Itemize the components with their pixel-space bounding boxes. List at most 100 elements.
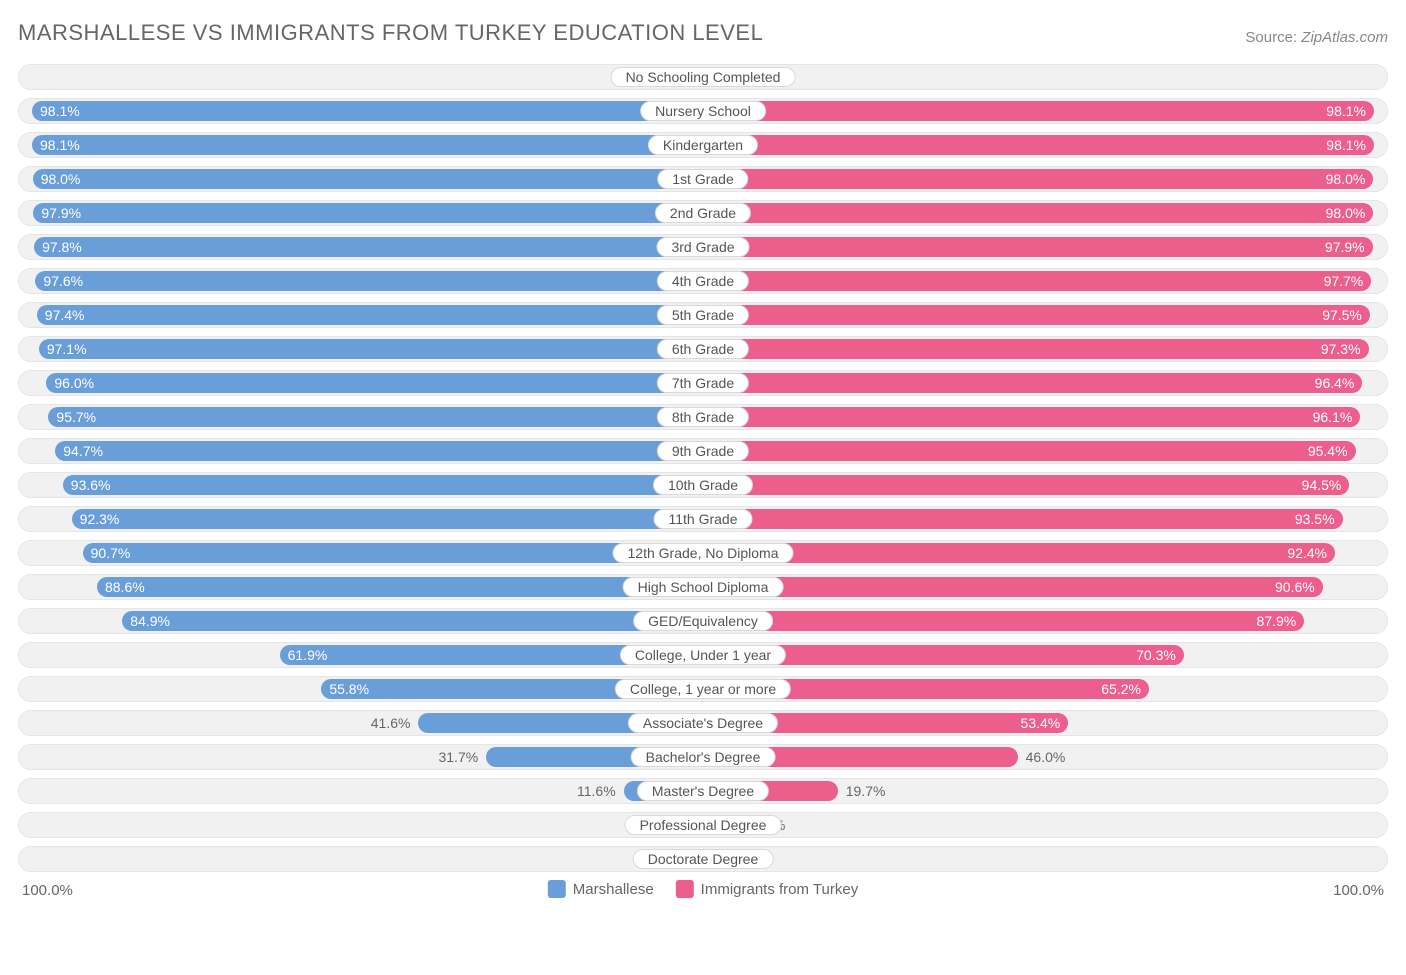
legend-label-left: Marshallese (573, 881, 654, 898)
bar-left (122, 611, 703, 631)
bar-left (63, 475, 703, 495)
category-label: Kindergarten (648, 135, 758, 155)
chart-row: 98.1%98.1%Kindergarten (18, 132, 1388, 158)
axis-max-right: 100.0% (1333, 882, 1384, 899)
category-label: College, Under 1 year (620, 645, 786, 665)
chart-row: 84.9%87.9%GED/Equivalency (18, 608, 1388, 634)
value-left: 97.8% (42, 239, 82, 255)
value-right: 19.7% (846, 783, 886, 799)
chart-row: 97.6%97.7%4th Grade (18, 268, 1388, 294)
axis-max-left: 100.0% (22, 882, 73, 899)
value-left: 95.7% (56, 409, 96, 425)
bar-left (72, 509, 703, 529)
bar-right (703, 135, 1374, 155)
legend-label-right: Immigrants from Turkey (701, 881, 859, 898)
category-label: Doctorate Degree (633, 849, 774, 869)
legend-swatch-right (676, 880, 694, 898)
bar-right (703, 475, 1349, 495)
category-label: 10th Grade (653, 475, 753, 495)
category-label: Nursery School (640, 101, 766, 121)
chart-row: 41.6%53.4%Associate's Degree (18, 710, 1388, 736)
source-label: Source: (1245, 29, 1297, 46)
value-left: 96.0% (54, 375, 94, 391)
category-label: 9th Grade (657, 441, 749, 461)
value-right: 70.3% (1136, 647, 1176, 663)
bar-right (703, 407, 1360, 427)
bar-right (703, 577, 1323, 597)
category-label: College, 1 year or more (615, 679, 791, 699)
value-right: 98.1% (1326, 137, 1366, 153)
legend-item-left: Marshallese (548, 880, 654, 898)
bar-right (703, 441, 1356, 461)
value-left: 94.7% (63, 443, 103, 459)
value-left: 97.6% (43, 273, 83, 289)
bar-left (83, 543, 703, 563)
chart-row: 96.0%96.4%7th Grade (18, 370, 1388, 396)
value-left: 97.1% (47, 341, 87, 357)
value-left: 55.8% (329, 681, 369, 697)
bar-left (34, 237, 703, 257)
chart-row: 98.1%98.1%Nursery School (18, 98, 1388, 124)
value-right: 96.4% (1315, 375, 1355, 391)
bar-left (33, 169, 703, 189)
value-left: 84.9% (130, 613, 170, 629)
value-right: 46.0% (1026, 749, 1066, 765)
value-right: 97.9% (1325, 239, 1365, 255)
bar-right (703, 169, 1373, 189)
category-label: No Schooling Completed (611, 67, 796, 87)
chart-row: 93.6%94.5%10th Grade (18, 472, 1388, 498)
value-left: 88.6% (105, 579, 145, 595)
category-label: 11th Grade (653, 509, 752, 529)
value-right: 98.0% (1326, 205, 1366, 221)
value-right: 97.7% (1324, 273, 1364, 289)
bar-right (703, 611, 1304, 631)
category-label: 1st Grade (657, 169, 748, 189)
chart-row: 92.3% 93.5% 11th Grade (18, 506, 1388, 532)
legend-swatch-left (548, 880, 566, 898)
value-left: 92.3% (80, 511, 120, 527)
value-left: 90.7% (91, 545, 131, 561)
chart-row: 2.0%1.9%No Schooling Completed (18, 64, 1388, 90)
value-left: 11.6% (577, 783, 616, 799)
category-label: Master's Degree (637, 781, 769, 801)
value-left: 98.0% (41, 171, 81, 187)
chart-row: 95.7%96.1%8th Grade (18, 404, 1388, 430)
source-attribution: Source: ZipAtlas.com (1245, 29, 1388, 46)
bar-right (703, 271, 1371, 291)
value-left: 97.4% (45, 307, 85, 323)
value-right: 97.3% (1321, 341, 1361, 357)
value-right: 65.2% (1101, 681, 1141, 697)
bar-left (97, 577, 703, 597)
chart-row: 55.8% 65.2% College, 1 year or more (18, 676, 1388, 702)
chart-row: 97.9%98.0%2nd Grade (18, 200, 1388, 226)
value-right: 97.5% (1322, 307, 1362, 323)
value-left: 93.6% (71, 477, 111, 493)
legend-item-right: Immigrants from Turkey (676, 880, 859, 898)
chart-row: 94.7% 95.4% 9th Grade (18, 438, 1388, 464)
category-label: GED/Equivalency (633, 611, 773, 631)
value-right: 98.0% (1326, 171, 1366, 187)
bar-right (703, 305, 1370, 325)
value-right: 92.4% (1287, 545, 1327, 561)
chart-header: MARSHALLESE VS IMMIGRANTS FROM TURKEY ED… (18, 20, 1388, 46)
chart-row: 90.7% 92.4% 12th Grade, No Diploma (18, 540, 1388, 566)
chart-row: 97.4%97.5%5th Grade (18, 302, 1388, 328)
chart-row: 98.0% 98.0% 1st Grade (18, 166, 1388, 192)
bar-right (703, 237, 1373, 257)
bar-left (55, 441, 703, 461)
category-label: 12th Grade, No Diploma (613, 543, 794, 563)
category-label: Bachelor's Degree (631, 747, 776, 767)
value-right: 53.4% (1021, 715, 1061, 731)
chart-row: 31.7% 46.0% Bachelor's Degree (18, 744, 1388, 770)
bar-right (703, 203, 1373, 223)
value-right: 93.5% (1295, 511, 1335, 527)
value-left: 31.7% (438, 749, 478, 765)
value-right: 95.4% (1308, 443, 1348, 459)
chart-row: 3.8%6.2%Professional Degree (18, 812, 1388, 838)
category-label: 8th Grade (657, 407, 749, 427)
chart-row: 1.5%2.6%Doctorate Degree (18, 846, 1388, 872)
bar-left (32, 101, 703, 121)
chart-row: 61.9%70.3%College, Under 1 year (18, 642, 1388, 668)
source-name: ZipAtlas.com (1301, 29, 1388, 46)
bar-left (35, 271, 703, 291)
